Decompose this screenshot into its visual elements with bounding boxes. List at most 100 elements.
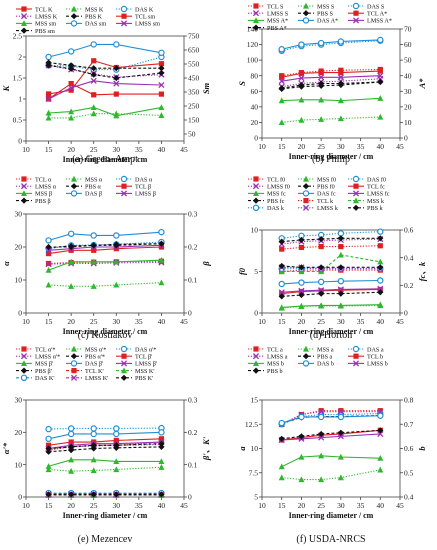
legend-label: MSS β' xyxy=(35,361,53,368)
y-tick-label-left: 5 xyxy=(254,493,258,502)
y-tick-label-right: 0 xyxy=(188,493,192,502)
y-tick-label-left: 20 xyxy=(251,118,259,127)
data-point xyxy=(318,290,325,297)
data-point xyxy=(278,238,285,245)
series-line xyxy=(281,81,381,89)
series-11 xyxy=(278,251,384,275)
data-point xyxy=(298,244,305,251)
legend-swatch-marker xyxy=(20,374,28,381)
legend-swatch-marker xyxy=(21,20,27,26)
data-point xyxy=(90,232,97,239)
data-point xyxy=(298,74,305,82)
data-point xyxy=(45,251,52,257)
data-point xyxy=(298,287,305,294)
chart-panel-2: 10 15 20 25 30 35 40 45010203000.10.20.3Inner-r… xyxy=(1,175,211,341)
legend-swatch-marker xyxy=(352,360,360,367)
x-tick-label: 45 xyxy=(396,501,404,510)
series-9 xyxy=(278,427,384,442)
legend-swatch-marker xyxy=(353,10,359,16)
data-point xyxy=(158,228,165,236)
plot-area xyxy=(25,35,185,142)
data-point xyxy=(298,413,305,421)
data-point xyxy=(318,264,325,271)
series-line xyxy=(281,245,381,250)
data-point xyxy=(45,463,52,469)
y-tick-label-right: 60 xyxy=(404,40,412,49)
y-tick-label-right: 30 xyxy=(404,87,412,96)
data-point xyxy=(113,242,120,249)
x-tick-label: 20 xyxy=(67,501,75,510)
data-point xyxy=(337,235,344,242)
legend-label: PBS A* xyxy=(267,25,287,32)
legend-swatch-marker xyxy=(120,190,128,197)
series-14 xyxy=(278,262,384,271)
data-point xyxy=(158,458,165,465)
data-point xyxy=(90,41,97,48)
legend-label: LMSS α xyxy=(35,184,57,191)
legend-label: MSS α'* xyxy=(85,346,106,353)
x-tick-label: 40 xyxy=(377,501,385,510)
caption-text: Philip xyxy=(326,154,350,165)
y-tick-label-right: 0.6 xyxy=(404,226,414,235)
series-4 xyxy=(278,235,384,245)
series-0 xyxy=(279,243,383,252)
series-line xyxy=(48,466,162,472)
series-9 xyxy=(278,289,384,300)
data-point xyxy=(113,91,119,97)
series-1 xyxy=(278,466,384,483)
x-tick-label: 35 xyxy=(135,317,143,326)
data-point xyxy=(68,443,75,450)
data-point xyxy=(113,246,119,252)
data-point xyxy=(298,70,305,76)
caption-text: Kostiakov xyxy=(91,330,132,341)
series-2 xyxy=(278,228,384,242)
legend-label: LMSS f0 xyxy=(267,184,290,191)
series-line xyxy=(281,455,381,468)
x-tick-label: 30 xyxy=(113,145,121,154)
legend-label: LMSS k xyxy=(317,205,339,212)
data-point xyxy=(278,262,285,270)
legend-label: DAS K' xyxy=(35,375,55,382)
y-tick-label-left: 100 xyxy=(247,56,259,65)
data-point xyxy=(91,439,97,445)
legend-label: PBS β xyxy=(35,198,51,205)
x-tick-label: 15 xyxy=(278,501,286,510)
x-tick-label: 45 xyxy=(180,317,188,326)
series-line xyxy=(281,429,381,440)
legend-swatch-marker xyxy=(120,20,128,27)
data-point xyxy=(158,436,165,442)
caption-label: (b) xyxy=(312,154,326,165)
series-8 xyxy=(278,430,384,444)
legend-label: DAS f0 xyxy=(367,176,386,183)
legend: TCL f0 MSS f0 DAS f0 LMSS f0 PBS f0 TCL fc MSS… xyxy=(248,175,390,212)
legend-swatch-marker xyxy=(253,360,259,366)
x-axis-label: Inner-ring diameter / cm xyxy=(63,327,148,336)
data-point xyxy=(318,70,324,76)
y-tick-label-right: 0 xyxy=(404,134,408,143)
legend-swatch-marker xyxy=(21,360,27,366)
data-point xyxy=(113,458,120,465)
x-axis-label: Inner-ring diameter / cm xyxy=(63,511,148,520)
y-axis-label-left: f0 xyxy=(237,267,247,275)
x-tick-label: 15 xyxy=(45,317,53,326)
x-tick-label: 25 xyxy=(90,501,98,510)
x-tick-label: 10 xyxy=(258,501,266,510)
data-point xyxy=(68,114,75,121)
panel-caption: (e) Mezencev xyxy=(78,534,133,545)
x-tick-label: 30 xyxy=(113,317,121,326)
data-point xyxy=(337,38,345,45)
legend-swatch-marker xyxy=(302,190,310,197)
legend-label: LMSS K xyxy=(35,14,58,21)
series-9 xyxy=(45,59,165,72)
x-tick-label: 30 xyxy=(337,317,345,326)
data-point xyxy=(338,244,344,250)
data-point xyxy=(298,96,305,103)
data-point xyxy=(337,80,344,87)
data-point xyxy=(158,49,165,57)
legend-label: PBS sm xyxy=(35,28,55,35)
y-tick-label-right: 550 xyxy=(188,60,200,69)
y-tick-label-right: 0.3 xyxy=(188,210,198,219)
data-point xyxy=(45,114,52,121)
x-tick-label: 45 xyxy=(396,317,404,326)
panel-caption: (d) Horton xyxy=(310,330,353,341)
